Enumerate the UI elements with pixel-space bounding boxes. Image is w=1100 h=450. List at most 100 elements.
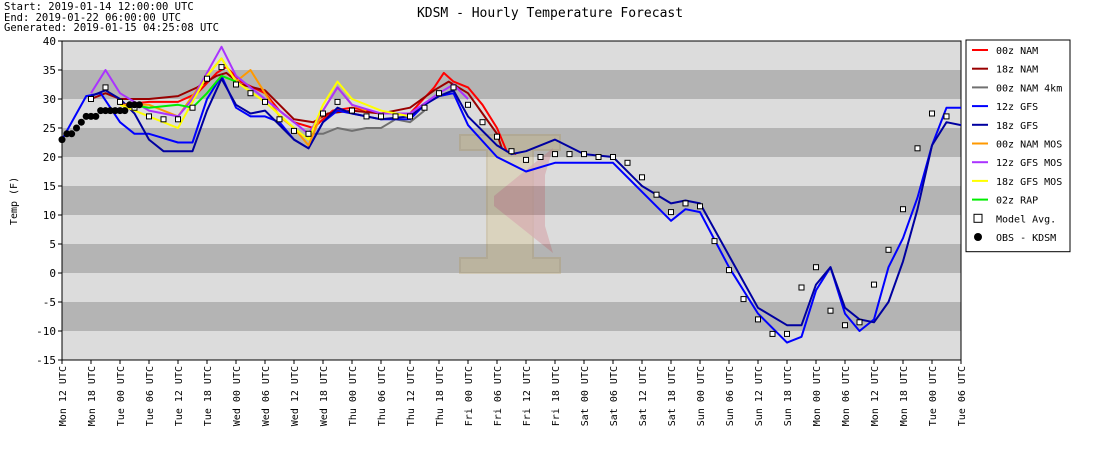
x-tick-label: Sat 12 UTC — [638, 366, 649, 426]
plot-band — [62, 99, 961, 128]
plot-band — [62, 244, 961, 273]
model-avg-point — [189, 104, 196, 111]
generated-time: Generated: 2019-01-15 04:25:08 UTC — [4, 22, 219, 34]
model-avg-point — [610, 154, 616, 160]
model-avg-point — [827, 307, 834, 314]
model-avg-point — [624, 159, 631, 166]
model-avg-point — [871, 281, 877, 288]
model-avg-point — [740, 296, 747, 303]
model-avg-point — [262, 98, 268, 105]
model-avg-point — [320, 110, 326, 117]
obs-point — [82, 112, 90, 120]
start-time: Start: 2019-01-14 12:00:00 UTC — [4, 1, 194, 13]
model-avg-point — [88, 96, 94, 102]
x-tick-label: Mon 06 UTC — [841, 366, 852, 426]
model-avg-point — [117, 98, 123, 105]
end-time: End: 2019-01-22 06:00:00 UTC — [4, 11, 182, 24]
legend-label: 12z GFS — [996, 102, 1038, 113]
model-avg-point — [247, 90, 254, 97]
obs-point — [111, 107, 119, 115]
legend-label: 18z GFS MOS — [996, 177, 1062, 188]
x-tick-label: Tue 00 UTC — [928, 366, 939, 426]
plot-band — [62, 70, 961, 99]
legend-label: 00z NAM MOS — [996, 140, 1062, 151]
model-avg-point — [885, 246, 892, 253]
x-tick-label: Mon 18 UTC — [87, 366, 98, 426]
series-line — [119, 57, 411, 141]
plot-bands — [62, 41, 961, 360]
x-tick-label: Wed 18 UTC — [319, 366, 330, 426]
model-avg-point — [305, 130, 312, 137]
x-tick-label: Thu 12 UTC — [406, 366, 417, 426]
x-tick-label: Tue 12 UTC — [174, 366, 185, 426]
x-tick-label: Fri 06 UTC — [493, 366, 504, 426]
model-avg-point — [914, 145, 921, 152]
obs-point — [102, 107, 109, 115]
x-tick-label: Sun 12 UTC — [754, 366, 765, 426]
model-avg-point — [566, 151, 573, 158]
legend-swatch — [974, 233, 982, 241]
x-axis: Mon 12 UTC Mon 18 UTC Tue 00 UTC Tue 06 UTC… — [58, 360, 968, 426]
x-tick-label: Sun 06 UTC — [725, 366, 736, 426]
x-tick-label: Sat 00 UTC — [580, 366, 591, 426]
model-avg-point — [856, 319, 863, 326]
legend-label: 12z GFS MOS — [996, 158, 1062, 169]
legend-box — [965, 39, 1071, 253]
obs-point — [68, 130, 76, 138]
model-avg-point — [276, 116, 283, 123]
plot-band — [62, 331, 961, 360]
model-avg-point — [349, 107, 355, 114]
model-avg-point — [755, 316, 761, 323]
legend-label: 00z NAM 4km — [996, 83, 1062, 94]
x-tick-label: Mon 12 UTC — [870, 366, 881, 426]
plot-frame — [61, 40, 962, 361]
series-line — [308, 109, 426, 135]
model-avg-point — [900, 206, 906, 213]
obs-point — [63, 130, 71, 138]
model-avg-point — [218, 64, 225, 71]
legend-label: 18z NAM — [996, 65, 1038, 76]
obs-point — [92, 112, 100, 120]
series-line — [62, 74, 961, 344]
chart-meta: Start: 2019-01-14 12:00:00 UTC End: 2019-… — [4, 2, 219, 34]
model-avg-point — [392, 113, 399, 120]
legend-label: 00z NAM — [996, 46, 1038, 57]
legend-label: OBS - KDSM — [996, 233, 1056, 244]
plot-band — [62, 186, 961, 215]
x-tick-label: Mon 12 UTC — [58, 366, 69, 426]
x-tick-label: Tue 18 UTC — [203, 366, 214, 426]
plot-border — [61, 40, 962, 361]
model-avg-point — [798, 284, 805, 291]
model-avg-point — [523, 156, 529, 163]
y-tick-label: 25 — [43, 122, 56, 135]
chart-title: KDSM - Hourly Temperature Forecast — [416, 6, 684, 21]
x-tick-label: Thu 06 UTC — [377, 366, 388, 426]
model-avg-point — [450, 84, 457, 91]
y-tick-label: -10 — [36, 325, 56, 338]
y-tick-label: 15 — [43, 180, 56, 193]
legend-swatch — [973, 213, 983, 223]
y-tick-label: 10 — [43, 209, 56, 222]
model-avg-point — [653, 191, 660, 198]
model-avg-point — [378, 113, 384, 120]
legend-label: 02z RAP — [996, 196, 1038, 207]
model-avg-point — [682, 200, 689, 207]
y-tick-label: -15 — [36, 354, 56, 367]
model-avg-point — [639, 174, 645, 181]
model-avg-point — [769, 330, 776, 337]
y-tick-label: -5 — [43, 296, 56, 309]
obs-point — [87, 112, 95, 120]
obs-point — [106, 107, 114, 115]
obs-layer — [58, 101, 143, 144]
x-tick-label: Wed 12 UTC — [290, 366, 301, 426]
plot-band — [62, 273, 961, 302]
obs-point — [126, 101, 134, 109]
isu-watermark — [459, 134, 561, 274]
x-tick-label: Sat 18 UTC — [667, 366, 678, 426]
model-avg-point — [479, 119, 486, 126]
y-tick-label: 35 — [43, 64, 56, 77]
x-tick-label: Wed 00 UTC — [232, 366, 243, 426]
plot-band — [62, 215, 961, 244]
obs-point — [77, 118, 85, 126]
legend-label: 18z GFS — [996, 121, 1038, 132]
